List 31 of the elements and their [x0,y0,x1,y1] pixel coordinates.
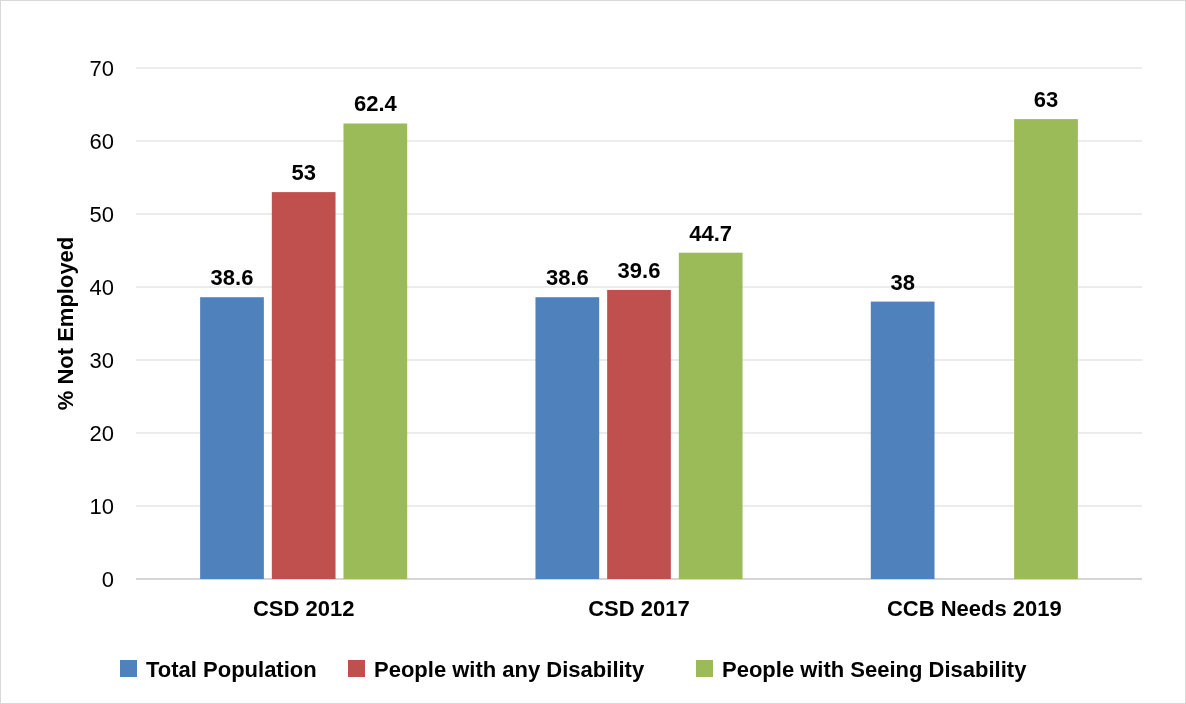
data-label: 63 [1033,87,1059,113]
data-label: 53 [291,160,316,186]
y-tick-label: 50 [89,201,114,227]
bar [678,252,743,579]
data-label: 44.7 [689,220,733,246]
x-tick-label: CSD 2012 [252,596,355,621]
bar [271,192,336,579]
y-axis-title: % Not Employed [53,236,78,411]
data-label: 38.6 [210,265,254,291]
y-tick-label: 0 [101,566,114,592]
bar [870,301,935,579]
y-tick-label: 10 [89,493,114,519]
y-tick-label: 70 [89,55,114,81]
y-tick-label: 20 [89,420,114,446]
y-tick-label: 40 [89,274,114,300]
legend-label: People with any Disability [374,656,645,682]
y-tick-label: 30 [89,347,114,373]
y-tick-label: 60 [89,128,114,154]
bar [200,297,264,579]
bar [535,297,600,579]
bar [607,289,671,579]
data-label: 38.6 [545,265,589,291]
legend-label: People with Seeing Disability [722,656,1028,682]
legend-label: Total Population [146,656,317,682]
x-tick-label: CSD 2017 [588,596,690,621]
bar [343,123,408,579]
x-tick-label: CCB Needs 2019 [886,596,1062,621]
data-label: 62.4 [353,91,398,117]
bar [1014,119,1078,579]
data-label: 38 [890,269,915,295]
data-label: 39.6 [617,257,661,283]
